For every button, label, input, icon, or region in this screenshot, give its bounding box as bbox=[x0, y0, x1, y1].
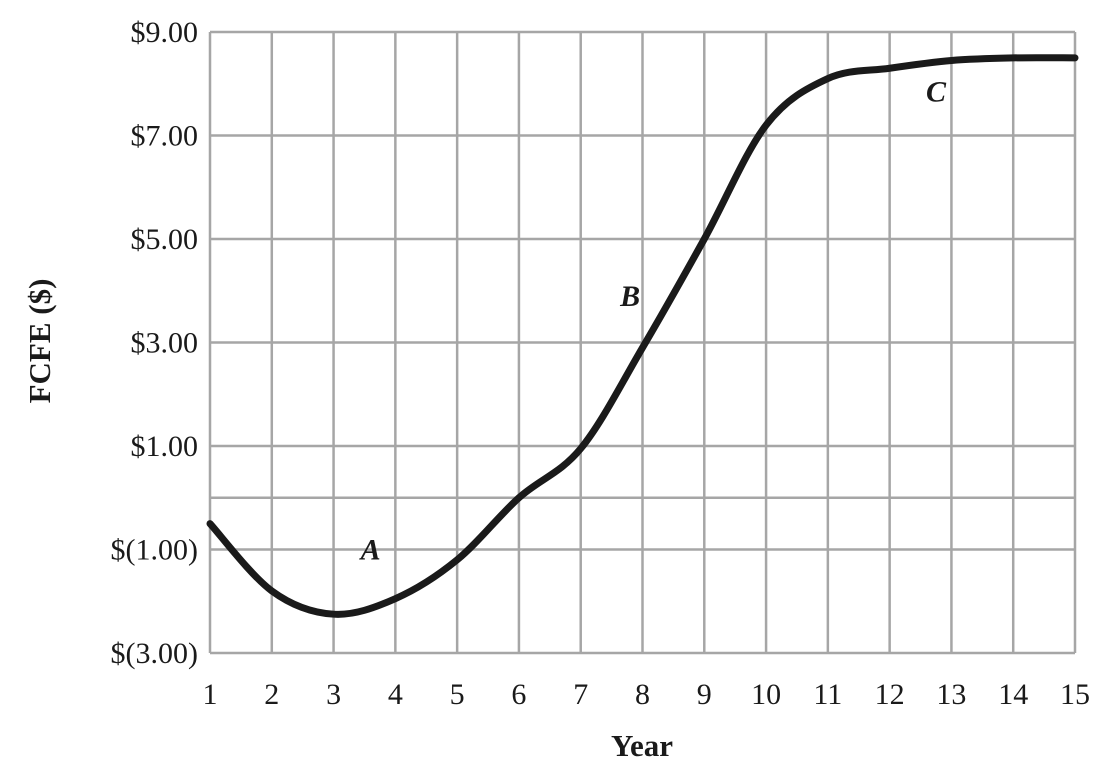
x-tick-label: 9 bbox=[697, 678, 712, 711]
series-layer bbox=[206, 54, 1079, 618]
x-tick-labels: 1 2 3 4 5 6 7 8 9 10 11 12 13 14 15 bbox=[203, 678, 1091, 711]
y-tick-label: $3.00 bbox=[131, 327, 199, 360]
y-tick-label: $9.00 bbox=[131, 16, 199, 49]
y-tick-label: $1.00 bbox=[131, 430, 199, 463]
x-axis-title: Year bbox=[611, 728, 673, 763]
x-tick-label: 1 bbox=[203, 678, 218, 711]
y-tick-label: $(3.00) bbox=[111, 637, 198, 670]
annotation-c: C bbox=[926, 76, 947, 109]
y-tick-label: $5.00 bbox=[131, 223, 199, 256]
x-tick-label: 5 bbox=[450, 678, 465, 711]
y-tick-labels: $9.00 $7.00 $5.00 $3.00 $1.00 $(1.00) $(3.00) bbox=[111, 16, 198, 670]
fcfe-series-line-1 bbox=[206, 54, 1079, 618]
x-tick-label: 13 bbox=[936, 678, 966, 711]
annotation-a: A bbox=[359, 534, 381, 567]
annotation-b: B bbox=[619, 280, 640, 313]
x-tick-label: 12 bbox=[875, 678, 905, 711]
x-tick-label: 14 bbox=[998, 678, 1028, 711]
grid-layer bbox=[208, 30, 1077, 655]
y-axis-title: FCFE ($) bbox=[22, 279, 57, 404]
x-tick-label: 2 bbox=[264, 678, 279, 711]
y-tick-label: $7.00 bbox=[131, 120, 199, 153]
x-tick-label: 6 bbox=[511, 678, 526, 711]
x-tick-label: 15 bbox=[1060, 678, 1090, 711]
x-tick-label: 8 bbox=[635, 678, 650, 711]
x-tick-label: 4 bbox=[388, 678, 403, 711]
x-tick-label: 11 bbox=[813, 678, 842, 711]
y-tick-label: $(1.00) bbox=[111, 534, 198, 567]
x-tick-label: 3 bbox=[326, 678, 341, 711]
x-tick-label: 7 bbox=[573, 678, 588, 711]
x-tick-label: 10 bbox=[751, 678, 781, 711]
annotation-layer: A B C bbox=[359, 76, 947, 567]
